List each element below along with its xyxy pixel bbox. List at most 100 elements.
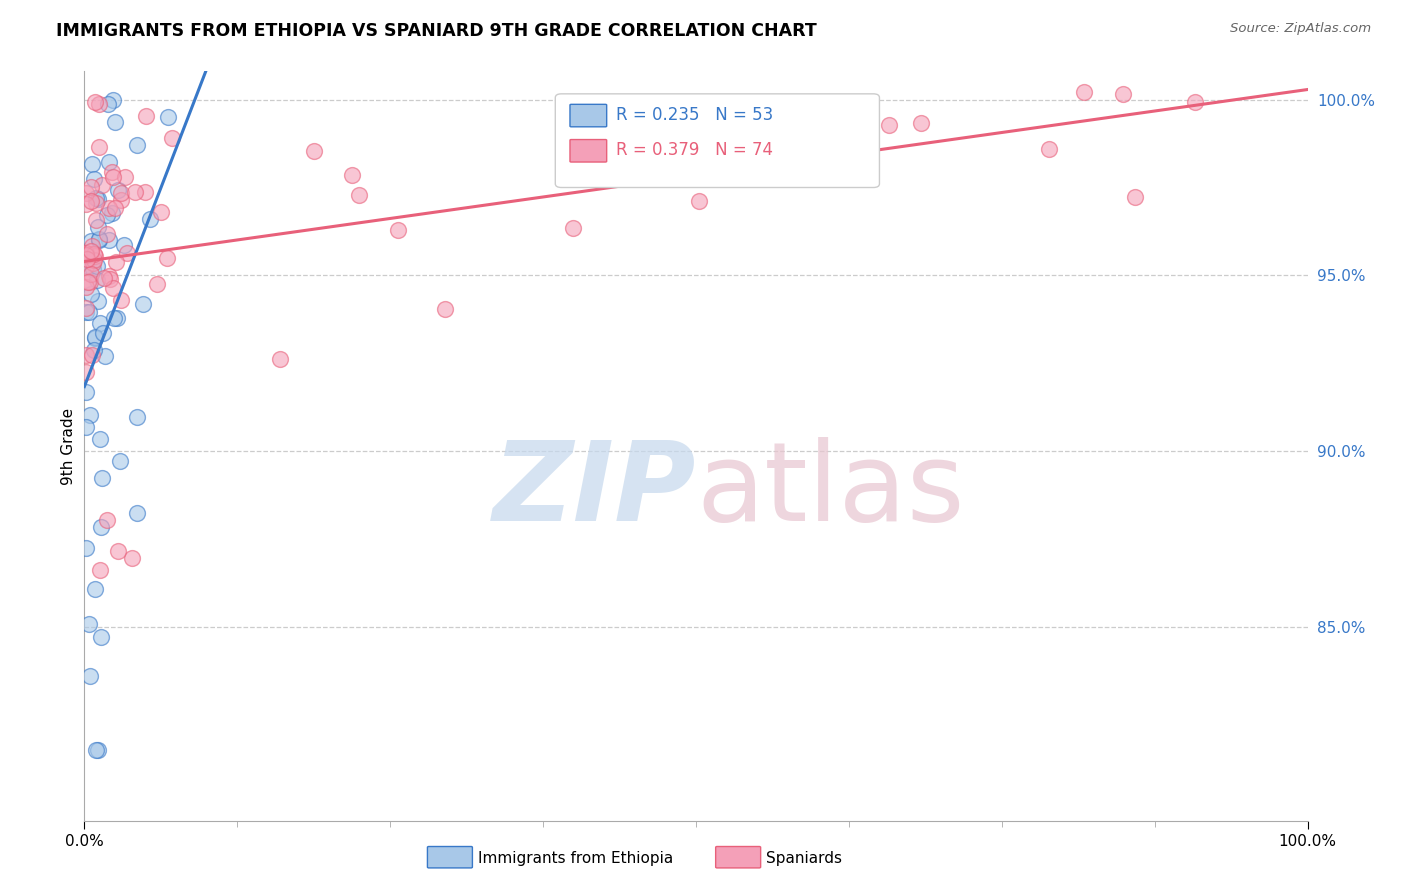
Point	[1111, 87, 1133, 102]
Point	[86, 191, 108, 205]
Point	[135, 109, 157, 123]
Point	[602, 99, 624, 113]
Point	[1038, 142, 1060, 156]
Point	[110, 194, 132, 208]
Point	[75, 420, 97, 434]
Point	[83, 330, 105, 344]
Point	[90, 630, 112, 644]
Point	[114, 170, 136, 185]
Point	[156, 251, 179, 265]
Point	[100, 272, 122, 286]
Point	[82, 261, 104, 276]
Point	[83, 343, 105, 358]
Point	[90, 471, 112, 485]
Point	[79, 408, 101, 422]
Point	[86, 192, 108, 206]
Point	[146, 277, 169, 291]
Point	[108, 453, 131, 467]
Y-axis label: 9th Grade: 9th Grade	[60, 408, 76, 484]
Point	[90, 520, 112, 534]
Point	[139, 211, 162, 226]
FancyBboxPatch shape	[555, 94, 880, 187]
Point	[110, 293, 132, 308]
Point	[96, 513, 118, 527]
Point	[115, 245, 138, 260]
Point	[766, 147, 789, 161]
Point	[87, 743, 110, 757]
Point	[97, 269, 120, 284]
Text: Source: ZipAtlas.com: Source: ZipAtlas.com	[1230, 22, 1371, 36]
Point	[80, 246, 103, 260]
Point	[387, 223, 409, 237]
Text: Immigrants from Ethiopia: Immigrants from Ethiopia	[478, 851, 673, 865]
Point	[83, 249, 105, 263]
Point	[75, 348, 97, 362]
Point	[101, 206, 124, 220]
Point	[84, 196, 107, 211]
Point	[124, 185, 146, 199]
Point	[75, 541, 97, 555]
Point	[75, 301, 97, 315]
Point	[98, 154, 121, 169]
Text: Spaniards: Spaniards	[766, 851, 842, 865]
Point	[86, 294, 108, 309]
Point	[112, 237, 135, 252]
Point	[98, 201, 121, 215]
Point	[127, 506, 149, 520]
Point	[104, 115, 127, 129]
Point	[84, 743, 107, 757]
Point	[89, 432, 111, 446]
Text: IMMIGRANTS FROM ETHIOPIA VS SPANIARD 9TH GRADE CORRELATION CHART: IMMIGRANTS FROM ETHIOPIA VS SPANIARD 9TH…	[56, 22, 817, 40]
Point	[83, 582, 105, 596]
Point	[110, 186, 132, 201]
Point	[103, 310, 125, 325]
Point	[97, 97, 120, 112]
Text: atlas: atlas	[696, 437, 965, 544]
Point	[877, 118, 900, 132]
Point	[83, 252, 105, 267]
Point	[347, 188, 370, 202]
Point	[84, 95, 107, 109]
Point	[89, 233, 111, 247]
Point	[79, 617, 101, 632]
Point	[83, 246, 105, 260]
Point	[87, 219, 110, 234]
Point	[80, 179, 103, 194]
Point	[1073, 86, 1095, 100]
Point	[89, 140, 111, 154]
Point	[75, 305, 97, 319]
Point	[80, 194, 103, 208]
Point	[101, 93, 124, 107]
Point	[96, 227, 118, 242]
Point	[75, 246, 97, 260]
FancyBboxPatch shape	[569, 139, 606, 162]
Point	[89, 316, 111, 330]
Point	[80, 238, 103, 252]
Point	[93, 271, 115, 285]
Point	[80, 244, 103, 258]
Point	[75, 365, 97, 379]
Point	[90, 178, 112, 193]
FancyBboxPatch shape	[569, 104, 606, 127]
Point	[162, 131, 184, 145]
Point	[75, 259, 97, 273]
Point	[101, 165, 124, 179]
Point	[79, 669, 101, 683]
Point	[87, 232, 110, 246]
Text: R = 0.379   N = 74: R = 0.379 N = 74	[616, 141, 773, 159]
Point	[80, 234, 103, 248]
Point	[83, 171, 105, 186]
Point	[103, 170, 125, 185]
Point	[107, 183, 129, 197]
Point	[82, 349, 104, 363]
Point	[82, 256, 104, 270]
Point	[149, 204, 172, 219]
Point	[79, 275, 101, 289]
Point	[104, 255, 127, 269]
Point	[561, 221, 583, 235]
Point	[77, 305, 100, 319]
Point	[91, 326, 114, 340]
Point	[97, 233, 120, 247]
Point	[125, 409, 148, 424]
Point	[302, 144, 325, 158]
